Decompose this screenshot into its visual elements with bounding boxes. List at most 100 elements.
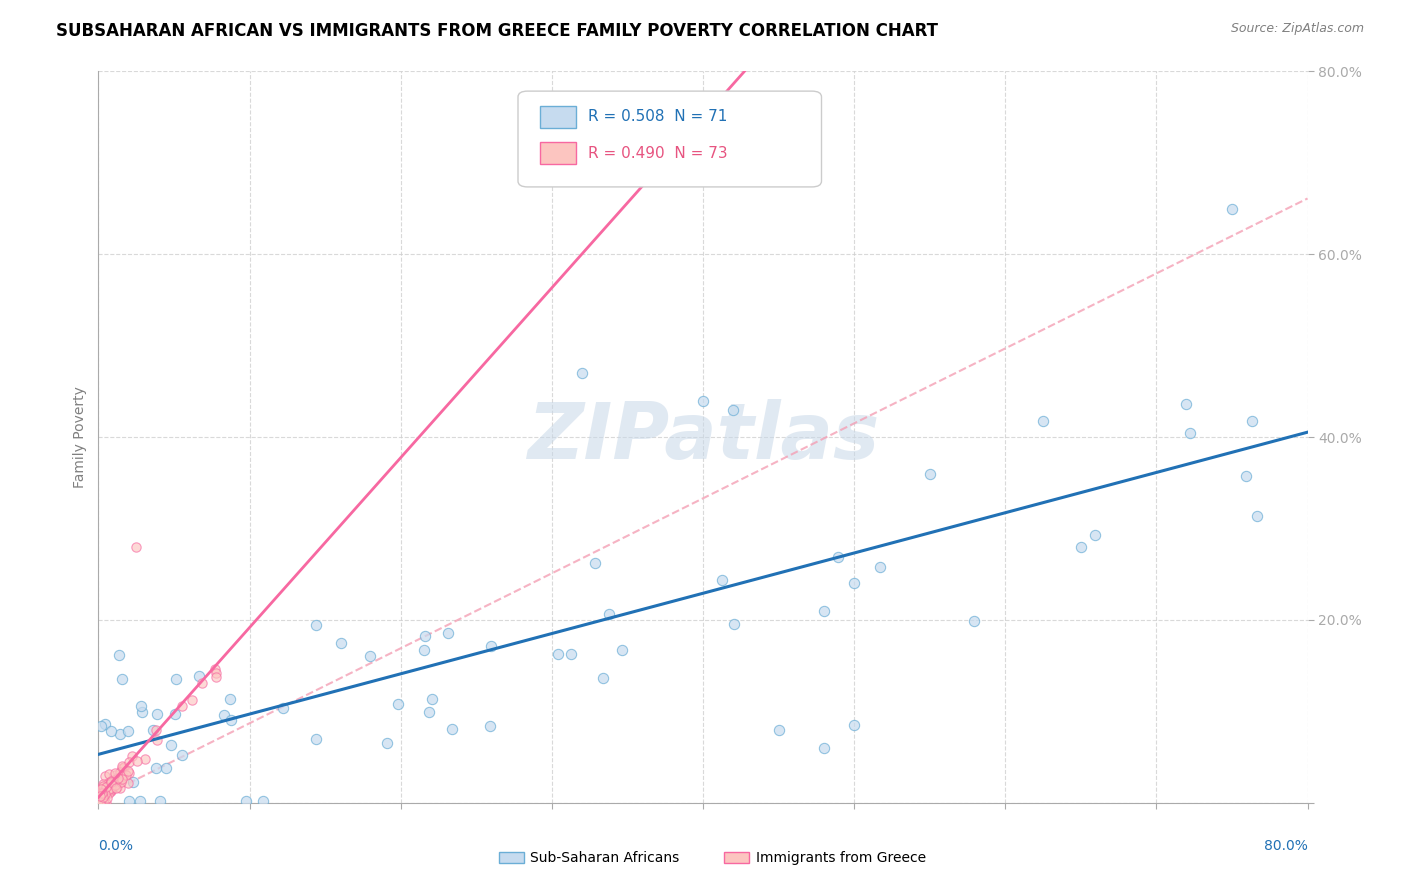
Point <box>159 738 181 752</box>
Point <box>869 560 891 574</box>
Point <box>104 768 127 782</box>
Point <box>1084 527 1107 541</box>
Point <box>103 778 125 792</box>
Point <box>90 719 112 733</box>
Text: Sub-Saharan Africans: Sub-Saharan Africans <box>530 851 679 865</box>
Point <box>235 794 257 808</box>
Point <box>479 719 502 733</box>
Point <box>91 781 114 796</box>
Point <box>214 708 236 723</box>
Point <box>107 771 129 785</box>
Point <box>118 766 141 780</box>
Point <box>111 758 134 772</box>
Point <box>117 775 139 789</box>
Point <box>1234 469 1257 483</box>
Point <box>125 755 148 769</box>
Point <box>1246 509 1268 524</box>
Point <box>412 643 434 657</box>
Point <box>1070 540 1092 554</box>
Point <box>146 706 169 721</box>
Point <box>377 736 399 750</box>
Point <box>440 722 463 736</box>
Point <box>108 727 131 741</box>
Point <box>93 717 115 731</box>
Point <box>145 761 167 775</box>
Point <box>134 752 156 766</box>
Point <box>91 779 114 793</box>
Point <box>89 796 111 810</box>
Point <box>94 787 117 801</box>
Text: 80.0%: 80.0% <box>1264 839 1308 854</box>
Point <box>592 671 614 685</box>
Point <box>271 701 294 715</box>
Point <box>112 760 135 774</box>
Point <box>170 747 193 762</box>
Point <box>111 761 134 775</box>
Point <box>768 723 790 737</box>
Text: R = 0.508  N = 71: R = 0.508 N = 71 <box>588 109 727 124</box>
Point <box>181 693 204 707</box>
Point <box>844 718 866 732</box>
Point <box>89 785 111 799</box>
Point <box>413 629 436 643</box>
Point <box>98 781 121 796</box>
Point <box>190 676 212 690</box>
Point <box>94 768 117 782</box>
Point <box>436 626 458 640</box>
Point <box>87 794 110 808</box>
Point <box>1180 426 1202 441</box>
Point <box>108 781 131 796</box>
Point <box>121 775 143 789</box>
Point <box>117 723 139 738</box>
Point <box>204 665 226 680</box>
Point <box>93 796 115 810</box>
Text: R = 0.490  N = 73: R = 0.490 N = 73 <box>588 145 728 161</box>
Point <box>155 761 177 775</box>
Point <box>125 540 148 554</box>
Point <box>110 774 132 789</box>
Point <box>101 779 124 793</box>
Point <box>479 640 502 654</box>
Point <box>91 786 114 800</box>
Point <box>1240 414 1263 428</box>
Point <box>723 402 745 417</box>
Point <box>145 723 167 737</box>
Point <box>103 773 125 788</box>
Point <box>583 556 606 570</box>
Point <box>96 790 118 805</box>
Point <box>149 794 172 808</box>
Point <box>121 749 143 764</box>
Point <box>94 796 117 810</box>
Point <box>1175 397 1198 411</box>
Point <box>547 647 569 661</box>
Point <box>105 778 128 792</box>
Point <box>101 781 124 796</box>
Point <box>91 780 114 795</box>
Point <box>104 765 127 780</box>
Point <box>219 713 242 727</box>
Point <box>101 779 124 793</box>
Point <box>560 648 582 662</box>
Point <box>187 668 209 682</box>
Point <box>387 698 409 712</box>
Text: ZIPatlas: ZIPatlas <box>527 399 879 475</box>
Point <box>204 670 226 684</box>
Point <box>252 794 274 808</box>
Point <box>104 781 127 796</box>
Point <box>359 649 381 664</box>
Point <box>97 786 120 800</box>
Point <box>90 787 112 801</box>
Point <box>131 705 153 719</box>
Point <box>93 779 115 793</box>
Point <box>111 769 134 783</box>
Point <box>827 550 849 565</box>
Point <box>165 673 187 687</box>
Point <box>98 784 121 798</box>
Point <box>91 787 114 801</box>
Point <box>146 732 169 747</box>
Point <box>100 775 122 789</box>
Point <box>128 794 150 808</box>
Text: Immigrants from Greece: Immigrants from Greece <box>756 851 927 865</box>
Point <box>330 636 353 650</box>
Point <box>91 785 114 799</box>
